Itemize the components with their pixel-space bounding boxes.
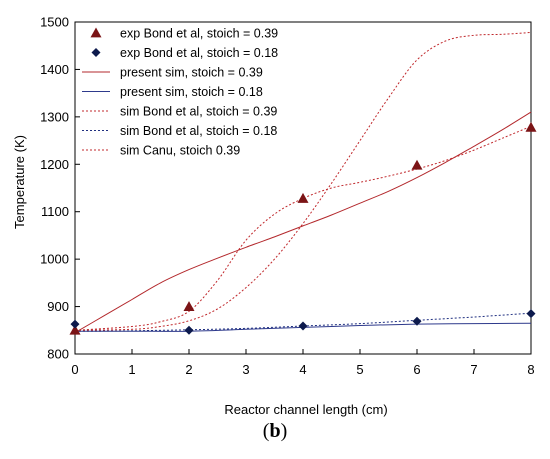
figure-caption: (b): [262, 420, 288, 442]
legend-label-4: sim Bond et al, stoich = 0.39: [120, 105, 277, 119]
data-point-1-2: [298, 321, 308, 331]
y-tick-label: 1500: [40, 15, 69, 30]
y-tick-label: 1000: [40, 252, 69, 267]
data-point-1-1: [184, 325, 194, 335]
data-point-1-3: [412, 316, 422, 326]
x-tick-label: 2: [185, 362, 192, 377]
y-tick-label: 1400: [40, 62, 69, 77]
series-line-4: [74, 125, 532, 331]
y-tick-label: 800: [47, 347, 69, 362]
data-point-1-0: [70, 319, 80, 329]
x-tick-label: 3: [242, 362, 249, 377]
chart: 800 900 1000 1100 1200 1300 1400 1500 0 1 2 3 4 5 6 7 8…: [12, 15, 537, 417]
x-axis-label: Reactor channel length (cm): [224, 402, 387, 417]
x-tick-label: 4: [299, 362, 306, 377]
x-tick-label: 8: [527, 362, 534, 377]
legend-label-1: exp Bond et al, stoich = 0.18: [120, 46, 278, 60]
x-tick-label: 7: [470, 362, 477, 377]
legend-label-2: present sim, stoich = 0.39: [120, 66, 263, 80]
x-tick-label: 1: [128, 362, 135, 377]
x-tick-label: 5: [356, 362, 363, 377]
series-group: [69, 31, 537, 335]
legend-label-3: present sim, stoich = 0.18: [120, 85, 263, 99]
data-point-0-4: [525, 121, 537, 132]
x-tick-label: 0: [71, 362, 78, 377]
data-point-1-4: [526, 309, 536, 319]
data-point-0-0: [69, 324, 81, 335]
data-point-0-1: [183, 301, 195, 311]
legend-label-6: sim Canu, stoich 0.39: [120, 144, 240, 158]
legend-marker-0: [90, 27, 102, 38]
series-line-6: [74, 31, 532, 331]
data-point-0-3: [411, 159, 423, 170]
legend-label-5: sim Bond et al, stoich = 0.18: [120, 124, 277, 138]
legend-marker-1: [91, 48, 101, 57]
data-point-0-2: [297, 192, 309, 203]
y-tick-label: 900: [47, 299, 69, 314]
series-line-2: [74, 111, 532, 334]
y-tick-label: 1100: [41, 204, 69, 219]
x-tick-label: 6: [413, 362, 420, 377]
y-tick-label: 1200: [40, 157, 69, 172]
x-axis-ticks: 0 1 2 3 4 5 6 7 8: [71, 349, 535, 377]
legend: exp Bond et al, stoich = 0.39 exp Bond et…: [82, 27, 278, 158]
y-tick-label: 1300: [40, 109, 69, 124]
caption-letter: b: [269, 420, 281, 442]
legend-label-0: exp Bond et al, stoich = 0.39: [120, 27, 278, 41]
y-axis-ticks: 800 900 1000 1100 1200 1300 1400 1500: [40, 15, 80, 362]
y-axis-label: Temperature (K): [12, 135, 27, 229]
